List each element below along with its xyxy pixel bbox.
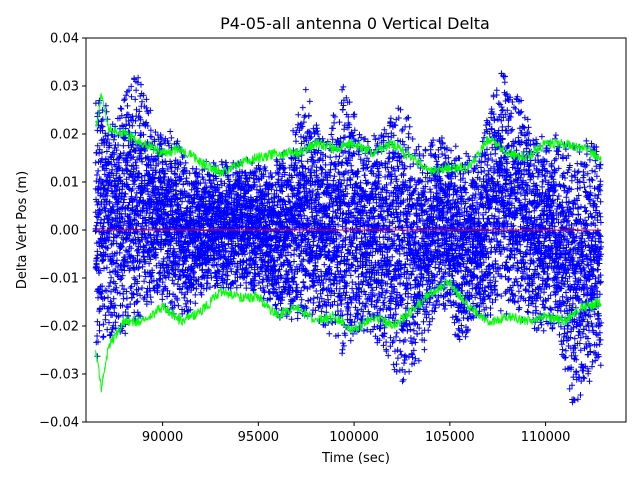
y-tick-label: 0.02: [50, 128, 79, 143]
y-tick-label: 0.01: [50, 176, 79, 191]
x-axis: 90000 95000 100000 105000 110000: [142, 422, 570, 445]
green-lower-line: [95, 278, 602, 393]
y-tick-label: −0.03: [39, 368, 79, 383]
y-tick-label: −0.01: [39, 272, 79, 287]
x-tick-label: 90000: [142, 430, 183, 445]
x-tick-label: 95000: [238, 430, 279, 445]
x-tick-label: 105000: [425, 430, 475, 445]
y-axis-label: Delta Vert Pos (m): [15, 171, 30, 289]
series-blue-markers: [92, 70, 605, 406]
y-tick-label: 0.04: [50, 32, 79, 47]
y-tick-label: 0.00: [50, 224, 79, 239]
blue-plus-markers: [92, 70, 605, 406]
x-tick-label: 100000: [329, 430, 379, 445]
green-upper-line: [95, 93, 602, 178]
y-tick-label: −0.02: [39, 320, 79, 335]
plot-area: [92, 70, 605, 406]
y-axis: −0.04 −0.03 −0.02 −0.01 0.00 0.01 0.02 0.03 0.04: [39, 32, 86, 431]
y-tick-label: −0.04: [39, 416, 79, 431]
x-tick-label: 110000: [521, 430, 571, 445]
x-axis-label: Time (sec): [321, 451, 390, 466]
y-tick-label: 0.03: [50, 80, 79, 95]
chart-title: P4-05-all antenna 0 Vertical Delta: [220, 14, 490, 33]
